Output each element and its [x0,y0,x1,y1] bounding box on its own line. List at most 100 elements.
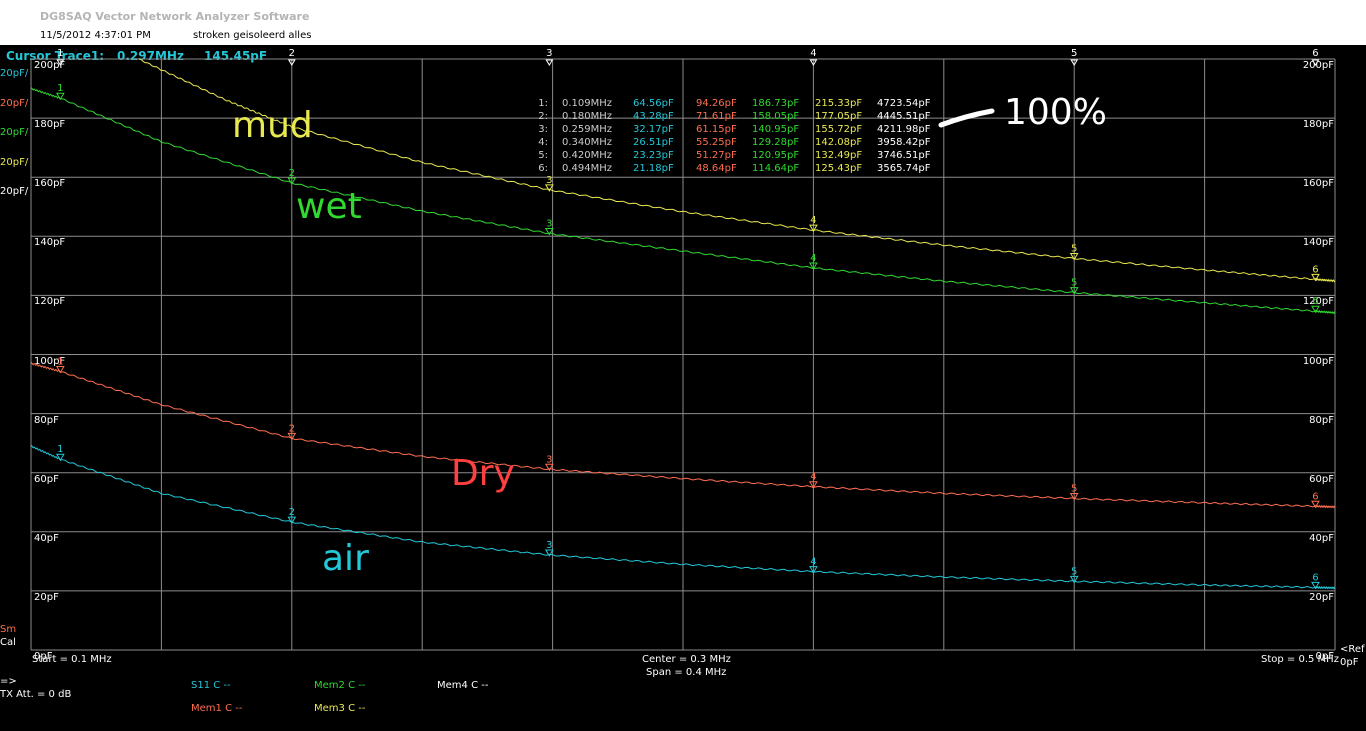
marker-table-cell: 94.26pF [696,98,737,109]
date-time: 11/5/2012 4:37:01 PM [40,30,151,41]
marker-table-cell: 1: [538,98,548,109]
marker-table-cell: 140.95pF [752,124,799,135]
data-marker-label: 1 [57,444,63,455]
scale-per-div-label: 20pF/ [0,186,29,197]
y-tick-label: 180pF [1302,119,1334,131]
y-tick-label: 20pF [34,591,59,603]
y-tick-label: 80pF [34,414,59,426]
legend-mem4[interactable]: Mem4 C -- [437,680,489,691]
scale-per-div-label: 20pF/ [0,156,29,168]
legend-mem2[interactable]: Mem2 C -- [314,680,366,691]
marker-table-cell: 3958.42pF [877,137,931,148]
top-marker-triangle [287,59,296,66]
marker-table-cell: 4211.98pF [877,124,931,135]
marker-table-cell: 114.64pF [752,163,799,174]
marker-table-cell: 3565.74pF [877,163,931,174]
marker-table-cell: 0.180MHz [562,111,612,122]
marker-table-cell: 21.18pF [633,163,674,174]
marker-table-cell: 51.27pF [696,150,737,161]
data-marker-label: 4 [810,215,816,226]
stop-freq: Stop = 0.5 MHz [1261,654,1339,665]
top-marker-label: 5 [1071,48,1077,59]
marker-table-cell: 129.28pF [752,137,799,148]
marker-table-cell: 142.08pF [815,137,862,148]
y-tick-label: 40pF [34,532,59,544]
y-tick-label: 60pF [34,473,59,485]
top-marker-triangle [809,59,818,66]
data-marker [287,177,297,185]
marker-table-cell: 26.51pF [633,137,674,148]
data-marker-label: 4 [810,557,816,568]
scale-per-div-label: 20pF/ [0,127,29,138]
data-marker-label: 6 [1312,572,1318,583]
y-tick-label: 80pF [1309,414,1334,426]
annotation-mud: mud [232,105,313,146]
y-tick-label: 60pF [1309,473,1334,485]
data-marker-label: 5 [1071,566,1077,577]
data-marker-label: 5 [1071,243,1077,254]
data-marker-label: 5 [1071,483,1077,494]
legend-s11[interactable]: S11 C -- [191,680,231,691]
data-marker-label: 6 [1312,491,1318,502]
data-marker-label: 3 [546,175,552,186]
y-tick-label: 120pF [1302,296,1334,308]
y-tick-label: 100pF [34,355,66,367]
top-marker-label: 3 [546,48,552,59]
marker-table-cell: 48.64pF [696,163,737,174]
data-marker-label: 2 [289,423,295,434]
measurement-note: stroken geisoleerd alles [193,30,312,41]
top-marker-label: 2 [289,48,295,59]
data-marker [1069,575,1079,584]
arrow-indicator: => [0,676,17,687]
scale-per-div-label: 20pF/ [0,97,29,109]
legend-mem1[interactable]: Mem1 C -- [191,703,243,714]
marker-table-cell: 4: [538,137,548,148]
y-tick-label: 20pF [1309,591,1334,603]
legend-mem3[interactable]: Mem3 C -- [314,703,366,714]
data-marker-label: 2 [289,507,295,518]
marker-table-cell: 125.43pF [815,163,862,174]
y-tick-label: 160pF [1302,178,1334,190]
marker-table-cell: 155.72pF [815,124,862,135]
span-freq: Span = 0.4 MHz [646,667,727,678]
annotation-100pct: 100% [1004,92,1107,133]
data-marker [544,184,554,192]
data-marker-label: 1 [57,83,63,94]
start-freq: Start = 0.1 MHz [32,654,112,665]
marker-table-cell: 132.49pF [815,150,862,161]
y-tick-label: 120pF [34,296,66,308]
data-marker-label: 4 [810,253,816,264]
marker-table-cell: 64.56pF [633,98,674,109]
y-tick-label: 200pF [34,60,66,71]
marker-table-cell: 0.340MHz [562,137,612,148]
marker-table-cell: 3746.51pF [877,150,931,161]
marker-table-cell: 2: [538,111,548,122]
marker-table-cell: 23.23pF [633,150,674,161]
top-marker-label: 1 [57,48,63,59]
data-marker-label: 6 [1312,296,1318,307]
data-marker [809,481,818,489]
y-tick-label: 140pF [1302,237,1334,249]
top-marker-label: 4 [810,48,816,59]
series-line-s11 [30,445,1336,590]
data-marker [287,516,297,525]
scale-per-div-label: 20pF/ [0,68,29,79]
y-tick-label: 160pF [34,178,66,190]
marker-table-cell: 0.109MHz [562,98,612,109]
data-marker-label: 4 [810,472,816,483]
data-marker [55,453,65,462]
data-marker [55,92,65,101]
top-marker-label: 6 [1312,48,1318,59]
marker-table-cell: 158.05pF [752,111,799,122]
marker-table-cell: 6: [538,163,548,174]
series-line-mem1 [30,362,1336,509]
y-tick-label: 180pF [34,119,66,131]
y-tick-label: 140pF [34,237,66,249]
data-marker [809,566,818,574]
data-marker [1069,492,1079,501]
marker-table-cell: 4723.54pF [877,98,931,109]
annotation-air: air [322,538,369,579]
marker-table-cell: 215.33pF [815,98,862,109]
marker-table-cell: 186.73pF [752,98,799,109]
